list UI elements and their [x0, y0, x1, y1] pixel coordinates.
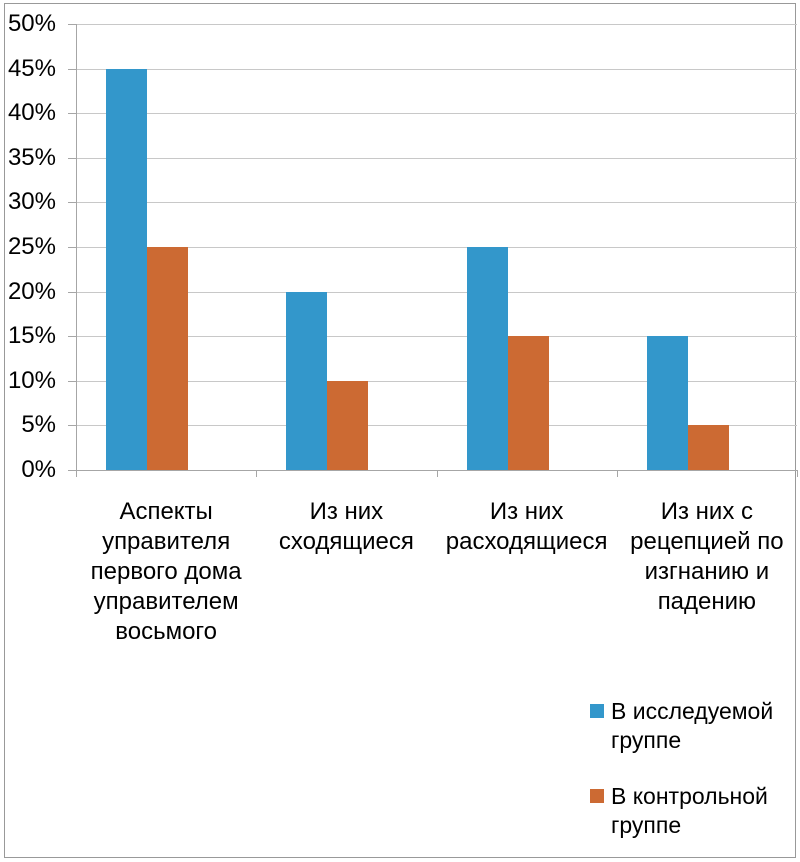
legend-swatch-study-group: [590, 704, 604, 718]
y-axis-tick: [68, 291, 76, 293]
gridline: [76, 380, 797, 382]
y-tick-label: 30%: [7, 188, 56, 216]
y-axis-tick: [68, 247, 76, 248]
y-axis-tick: [68, 425, 76, 427]
y-tick-label: 5%: [21, 411, 56, 439]
gridline: [76, 24, 797, 25]
y-tick-label: 35%: [7, 143, 56, 171]
bar-control-group-cat1: [327, 381, 368, 470]
y-axis-tick: [68, 470, 76, 471]
bar-control-group-cat3: [688, 425, 729, 470]
y-axis-tick: [68, 157, 76, 159]
y-axis-line: [76, 24, 77, 471]
bar-study-group-cat2: [467, 247, 508, 470]
legend-item-study-group: В исследуемой группе: [590, 697, 796, 755]
chart-border-frame: [4, 3, 796, 858]
legend-label-control-group: В контрольной группе: [611, 783, 768, 838]
legend-swatch-control-group: [590, 789, 604, 803]
gridline: [76, 247, 797, 248]
y-tick-label: 25%: [7, 233, 56, 260]
category-label-0: Аспекты управителя первого дома управите…: [90, 498, 242, 645]
bar-control-group-cat2: [508, 336, 549, 470]
x-axis-tick: [437, 470, 438, 477]
x-axis-tick: [256, 470, 257, 477]
legend-label-study-group: В исследуемой группе: [611, 698, 774, 753]
y-axis-tick: [68, 68, 76, 70]
y-axis-tick: [68, 336, 76, 338]
y-tick-label: 10%: [7, 366, 56, 394]
category-label-2: Из них расходящиеся: [445, 498, 608, 555]
category-label-1: Из них сходящиеся: [278, 498, 414, 555]
gridline: [76, 68, 797, 70]
bar-study-group-cat1: [286, 292, 327, 470]
y-tick-label: 50%: [7, 10, 56, 37]
y-tick-label: 45%: [7, 54, 56, 82]
gridline: [76, 291, 797, 293]
x-axis-tick: [617, 470, 618, 477]
y-tick-label: 15%: [7, 322, 56, 350]
gridline: [76, 336, 797, 338]
bar-study-group-cat3: [647, 336, 688, 470]
y-tick-label: 0%: [21, 456, 56, 483]
bar-control-group-cat0: [147, 247, 188, 470]
y-axis-tick: [68, 380, 76, 382]
y-axis-tick: [68, 202, 76, 204]
category-label-3: Из них с рецепцией по изгнанию и падению: [630, 498, 784, 615]
y-tick-label: 20%: [7, 277, 56, 305]
x-axis-tick: [76, 470, 77, 477]
y-tick-label: 40%: [7, 99, 56, 127]
legend-item-control-group: В контрольной группе: [590, 782, 796, 840]
y-axis-tick: [68, 113, 76, 115]
gridline: [76, 202, 797, 204]
gridline: [76, 157, 797, 159]
gridline: [76, 425, 797, 427]
bar-study-group-cat0: [106, 69, 147, 470]
y-axis-tick: [68, 24, 76, 25]
x-axis-tick: [797, 470, 798, 477]
gridline: [76, 113, 797, 115]
